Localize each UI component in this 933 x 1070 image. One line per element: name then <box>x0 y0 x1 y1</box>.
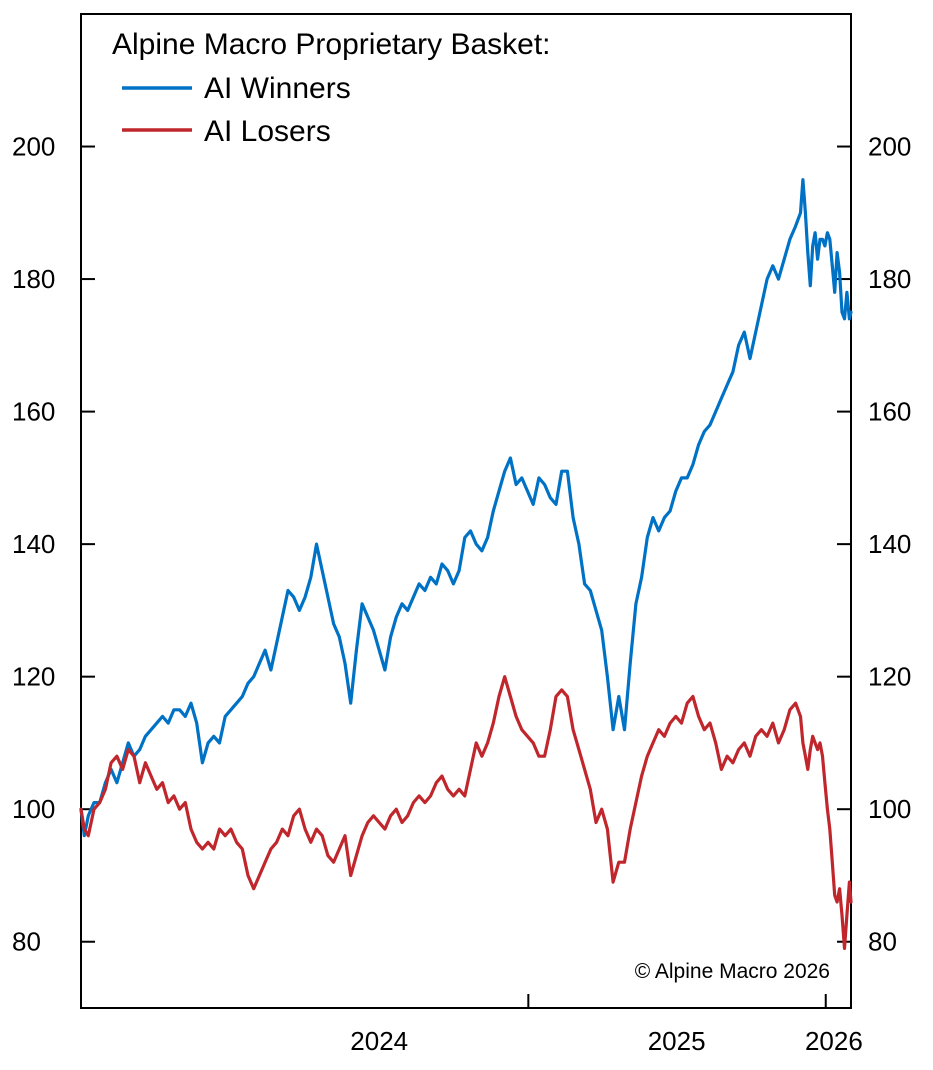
x-tick-label-2026: 2026 <box>805 1026 863 1056</box>
copyright-note: © Alpine Macro 2026 <box>635 960 830 983</box>
y-tick-label-right-180: 180 <box>868 264 911 294</box>
x-tick-label-2024: 2024 <box>350 1026 408 1056</box>
y-tick-label-right-140: 140 <box>868 529 911 559</box>
series-line-ai-winners <box>79 178 853 838</box>
series-line-ai-losers <box>79 675 853 950</box>
series-layer <box>79 178 853 950</box>
y-tick-label-left-80: 80 <box>12 927 41 957</box>
y-tick-label-left-140: 140 <box>12 529 55 559</box>
y-axis-left: 80 100 120 140 160 180 200 <box>12 132 95 957</box>
y-tick-label-right-80: 80 <box>868 927 897 957</box>
y-tick-label-right-120: 120 <box>868 662 911 692</box>
y-tick-label-right-100: 100 <box>868 794 911 824</box>
legend-title: Alpine Macro Proprietary Basket: <box>112 28 551 61</box>
legend: Alpine Macro Proprietary Basket: AI Winn… <box>112 28 551 148</box>
y-tick-label-right-160: 160 <box>868 397 911 427</box>
legend-label-ai-winners: AI Winners <box>204 72 351 105</box>
x-axis: 2024 2025 2026 <box>350 994 863 1056</box>
plot-frame <box>80 13 852 1009</box>
y-tick-label-left-180: 180 <box>12 264 55 294</box>
x-tick-label-2025: 2025 <box>648 1026 706 1056</box>
y-tick-label-left-160: 160 <box>12 397 55 427</box>
y-axis-right: 80 100 120 140 160 180 200 <box>837 132 911 957</box>
y-tick-label-left-120: 120 <box>12 662 55 692</box>
legend-label-ai-losers: AI Losers <box>204 115 331 148</box>
y-tick-label-left-100: 100 <box>12 794 55 824</box>
y-tick-label-right-200: 200 <box>868 132 911 162</box>
y-tick-label-left-200: 200 <box>12 132 55 162</box>
